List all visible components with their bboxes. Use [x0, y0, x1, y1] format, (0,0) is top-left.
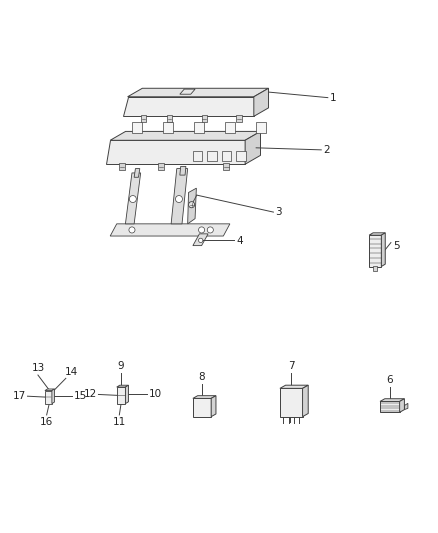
Polygon shape — [254, 88, 268, 116]
Circle shape — [198, 227, 205, 233]
Text: 6: 6 — [386, 375, 393, 385]
Polygon shape — [193, 398, 211, 417]
Polygon shape — [256, 122, 266, 133]
Text: 16: 16 — [40, 417, 53, 426]
Polygon shape — [245, 132, 261, 164]
Bar — [373, 265, 377, 271]
Text: 7: 7 — [288, 361, 295, 372]
Text: 3: 3 — [276, 207, 282, 217]
Circle shape — [188, 201, 194, 208]
Text: 8: 8 — [199, 372, 205, 382]
Polygon shape — [201, 115, 207, 122]
Polygon shape — [163, 122, 173, 133]
Polygon shape — [193, 234, 208, 246]
Polygon shape — [380, 401, 399, 413]
Circle shape — [129, 227, 135, 233]
Polygon shape — [193, 395, 216, 398]
Polygon shape — [369, 235, 381, 266]
Text: 13: 13 — [32, 364, 45, 373]
Polygon shape — [222, 151, 231, 161]
Polygon shape — [123, 97, 254, 116]
Polygon shape — [110, 132, 261, 140]
Text: 14: 14 — [65, 367, 78, 377]
Polygon shape — [280, 389, 303, 417]
Polygon shape — [134, 168, 140, 177]
Polygon shape — [180, 89, 195, 94]
Polygon shape — [125, 173, 141, 224]
Polygon shape — [117, 385, 128, 387]
Polygon shape — [180, 166, 186, 175]
Polygon shape — [381, 233, 385, 266]
Polygon shape — [208, 151, 217, 161]
Polygon shape — [399, 399, 404, 413]
Circle shape — [176, 196, 183, 203]
Text: 9: 9 — [118, 361, 124, 372]
Polygon shape — [141, 115, 146, 122]
Polygon shape — [194, 122, 204, 133]
Polygon shape — [223, 163, 230, 171]
Polygon shape — [45, 391, 52, 403]
Polygon shape — [303, 385, 308, 417]
Polygon shape — [171, 168, 187, 224]
Circle shape — [207, 227, 213, 233]
Polygon shape — [117, 387, 125, 403]
Polygon shape — [404, 403, 408, 410]
Text: 10: 10 — [148, 390, 162, 399]
Polygon shape — [237, 115, 242, 122]
Polygon shape — [369, 233, 385, 235]
Text: 4: 4 — [237, 236, 243, 246]
Polygon shape — [45, 389, 54, 391]
Polygon shape — [158, 163, 164, 171]
Polygon shape — [380, 399, 404, 401]
Text: 5: 5 — [393, 240, 400, 251]
Polygon shape — [125, 385, 128, 403]
Text: 15: 15 — [74, 391, 87, 401]
Polygon shape — [211, 395, 216, 417]
Circle shape — [129, 196, 136, 203]
Text: 2: 2 — [323, 145, 330, 155]
Circle shape — [198, 238, 203, 243]
Text: 1: 1 — [330, 93, 337, 103]
Text: 11: 11 — [113, 417, 126, 426]
Polygon shape — [237, 151, 246, 161]
Polygon shape — [187, 188, 196, 224]
Text: 17: 17 — [13, 391, 26, 401]
Polygon shape — [127, 88, 268, 97]
Text: 12: 12 — [84, 390, 97, 399]
Polygon shape — [280, 385, 308, 389]
Polygon shape — [132, 122, 141, 133]
Polygon shape — [110, 224, 230, 236]
Polygon shape — [52, 389, 54, 403]
Polygon shape — [106, 140, 245, 164]
Polygon shape — [119, 163, 125, 171]
Polygon shape — [167, 115, 172, 122]
Polygon shape — [225, 122, 235, 133]
Polygon shape — [193, 151, 202, 161]
